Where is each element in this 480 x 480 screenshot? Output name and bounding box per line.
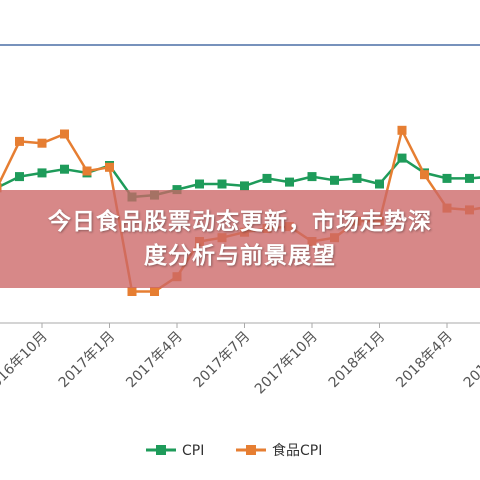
- x-tick-label: 2017年4月: [123, 329, 186, 392]
- data-point-cpi[interactable]: [330, 175, 339, 185]
- data-point-cpi[interactable]: [375, 179, 384, 189]
- data-point-cpi[interactable]: [262, 173, 272, 183]
- x-tick-label: 2016年10月: [0, 329, 51, 398]
- headline-banner: 今日食品股票动态更新，市场走势深度分析与前景展望: [0, 190, 480, 288]
- legend-label-food-cpi: 食品CPI: [272, 442, 322, 459]
- data-point-cpi[interactable]: [397, 153, 407, 163]
- data-point-cpi[interactable]: [442, 173, 452, 183]
- data-point-food-cpi[interactable]: [420, 170, 429, 180]
- data-point-cpi[interactable]: [285, 177, 294, 187]
- legend-label-cpi: CPI: [182, 443, 204, 459]
- data-point-cpi[interactable]: [15, 172, 24, 182]
- x-tick-label: 2018年7月: [461, 329, 480, 392]
- data-point-cpi[interactable]: [195, 179, 204, 189]
- data-point-cpi[interactable]: [307, 172, 317, 182]
- x-tick-label: 2018年1月: [326, 329, 389, 392]
- data-point-food-cpi[interactable]: [60, 129, 69, 139]
- data-point-cpi[interactable]: [352, 173, 362, 183]
- x-tick-label: 2018年4月: [393, 329, 456, 392]
- x-axis: [0, 322, 480, 328]
- data-point-food-cpi[interactable]: [15, 136, 24, 146]
- data-point-food-cpi[interactable]: [0, 183, 2, 193]
- x-tick-label: 2017年7月: [191, 329, 254, 392]
- legend-item-cpi[interactable]: CPI: [146, 443, 204, 459]
- data-point-cpi[interactable]: [465, 173, 474, 183]
- data-point-cpi[interactable]: [37, 168, 47, 178]
- data-point-cpi[interactable]: [217, 179, 227, 189]
- data-point-food-cpi[interactable]: [127, 287, 137, 296]
- data-point-food-cpi[interactable]: [105, 162, 114, 172]
- x-tick-label: 2017年1月: [56, 329, 119, 392]
- data-point-food-cpi[interactable]: [82, 166, 92, 176]
- data-point-cpi[interactable]: [240, 181, 249, 191]
- headline-title: 今日食品股票动态更新，市场走势深度分析与前景展望: [48, 209, 432, 269]
- data-point-food-cpi[interactable]: [37, 138, 47, 148]
- data-point-food-cpi[interactable]: [397, 125, 407, 135]
- x-tick-label: 2017年10月: [252, 329, 321, 398]
- legend: CPI 食品CPI: [146, 442, 322, 459]
- legend-item-food-cpi[interactable]: 食品CPI: [236, 442, 322, 459]
- data-point-food-cpi[interactable]: [150, 287, 159, 296]
- data-point-cpi[interactable]: [60, 164, 69, 174]
- data-point-cpi[interactable]: [172, 185, 182, 195]
- legend-marker-cpi: [156, 445, 166, 455]
- legend-marker-food-cpi: [246, 445, 256, 455]
